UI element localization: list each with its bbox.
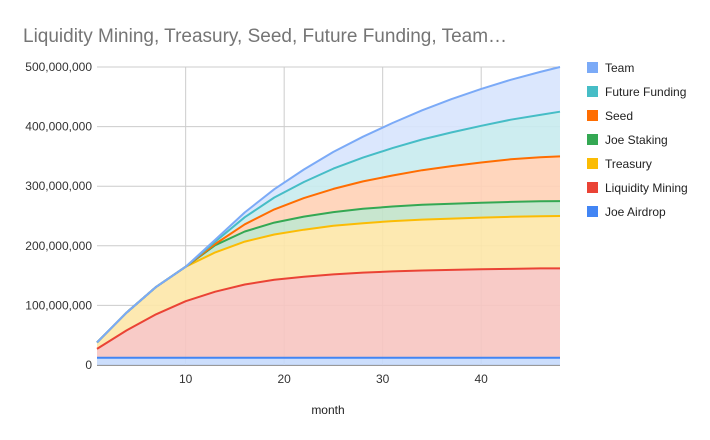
legend-swatch-seed [587, 110, 598, 121]
line-team [96, 66, 561, 344]
legend-label-seed: Seed [605, 109, 633, 123]
legend-label-future-funding: Future Funding [605, 85, 686, 99]
legend-label-team: Team [605, 61, 634, 75]
legend-label-joe-airdrop: Joe Airdrop [605, 205, 666, 219]
legend-swatch-joe-airdrop [587, 206, 598, 217]
area-seed [97, 156, 560, 343]
x-tick-label: 30 [376, 372, 390, 386]
x-tick-label: 40 [475, 372, 489, 386]
y-tick-label: 500,000,000 [25, 60, 92, 74]
x-tick-label: 10 [179, 372, 193, 386]
area-joe-airdrop [97, 357, 560, 365]
legend: Team Future Funding Seed Joe Staking Treasur… [587, 61, 688, 219]
x-axis-label: month [311, 403, 344, 417]
line-liquidity-mining [96, 267, 560, 350]
area-layers [97, 67, 560, 365]
legend-label-joe-staking: Joe Staking [605, 133, 668, 147]
y-tick-label: 100,000,000 [25, 298, 92, 312]
legend-label-liquidity-mining: Liquidity Mining [605, 181, 688, 195]
area-joe-staking [97, 201, 560, 343]
legend-swatch-joe-staking [587, 134, 598, 145]
area-future-funding [97, 111, 560, 343]
area-treasury [97, 216, 560, 349]
area-team [97, 67, 560, 343]
legend-swatch-liquidity-mining [587, 182, 598, 193]
y-tick-label: 0 [85, 358, 92, 372]
y-tick-label: 400,000,000 [25, 120, 92, 134]
series-lines [96, 66, 561, 359]
area-liquidity-mining [97, 268, 560, 358]
chart-title: Liquidity Mining, Treasury, Seed, Future… [23, 26, 507, 47]
x-axis-ticks: 10 20 30 40 [179, 372, 488, 386]
legend-swatch-future-funding [587, 86, 598, 97]
y-tick-label: 200,000,000 [25, 239, 92, 253]
y-axis-ticks: 0 100,000,000 200,000,000 300,000,000 400,00… [25, 60, 92, 372]
legend-swatch-team [587, 62, 598, 73]
y-tick-label: 300,000,000 [25, 179, 92, 193]
legend-swatch-treasury [587, 158, 598, 169]
x-tick-label: 20 [277, 372, 291, 386]
legend-label-treasury: Treasury [605, 157, 652, 171]
